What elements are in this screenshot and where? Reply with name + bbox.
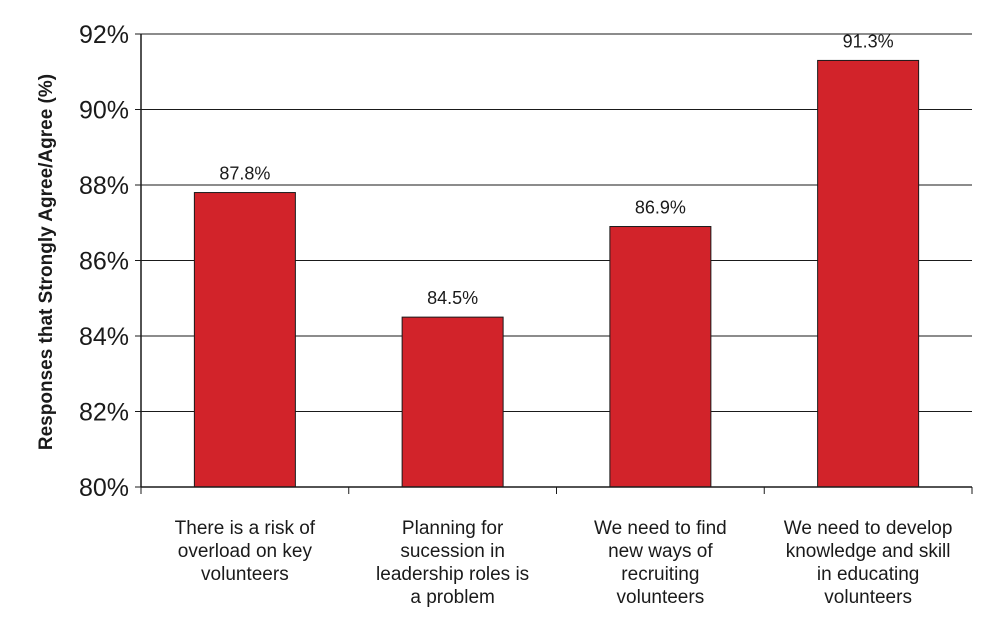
bar [609, 226, 712, 488]
bar [817, 59, 920, 488]
x-tick-label-line: Planning for [402, 518, 504, 539]
x-tick-label: We need to find new ways of recruiting volu… [594, 518, 727, 608]
y-axis-title: Responses that Strongly Agree/Agree (%) [36, 74, 57, 450]
x-tick-label-line: There is a risk of [175, 518, 316, 539]
x-tick-label-line: We need to find [594, 518, 727, 539]
x-tick-label: There is a risk of overload on key volunte… [175, 518, 316, 585]
x-tick-label-line: recruiting [621, 564, 699, 585]
x-tick-label-line: a problem [410, 587, 495, 608]
data-label: 84.5% [427, 288, 478, 308]
y-tick-label: 88% [79, 172, 129, 200]
x-tick-label-line: volunteers [201, 564, 289, 585]
y-tick-label: 84% [79, 323, 129, 351]
bar [401, 316, 504, 488]
x-tick-label-line: leadership roles is [376, 564, 529, 585]
y-tick-label: 90% [79, 97, 129, 125]
x-tick-label: Planning for sucession in leadership roles… [376, 518, 529, 608]
y-tick-label: 92% [79, 21, 129, 49]
x-tick-label-line: knowledge and skill [786, 541, 951, 562]
x-tick-label-line: volunteers [824, 587, 912, 608]
x-tick-label-line: volunteers [617, 587, 705, 608]
data-label: 91.3% [843, 31, 894, 51]
y-tick-label: 86% [79, 248, 129, 276]
bar [193, 192, 296, 488]
x-tick-label-line: overload on key [178, 541, 313, 562]
axes [135, 33, 973, 494]
bars [193, 59, 920, 488]
data-label: 86.9% [635, 198, 686, 218]
x-tick-label-line: sucession in [400, 541, 505, 562]
x-tick-label: We need to develop knowledge and skill in … [784, 518, 953, 608]
x-tick-label-line: new ways of [608, 541, 713, 562]
y-tick-label: 82% [79, 399, 129, 427]
y-tick-label: 80% [79, 474, 129, 502]
data-label: 87.8% [219, 164, 270, 184]
x-tick-label-line: in educating [817, 564, 919, 585]
x-tick-label-line: We need to develop [784, 518, 953, 539]
labels: 80% 82% 84% 86% 88% 90% 92% 87.8% There is a ris… [79, 21, 953, 608]
